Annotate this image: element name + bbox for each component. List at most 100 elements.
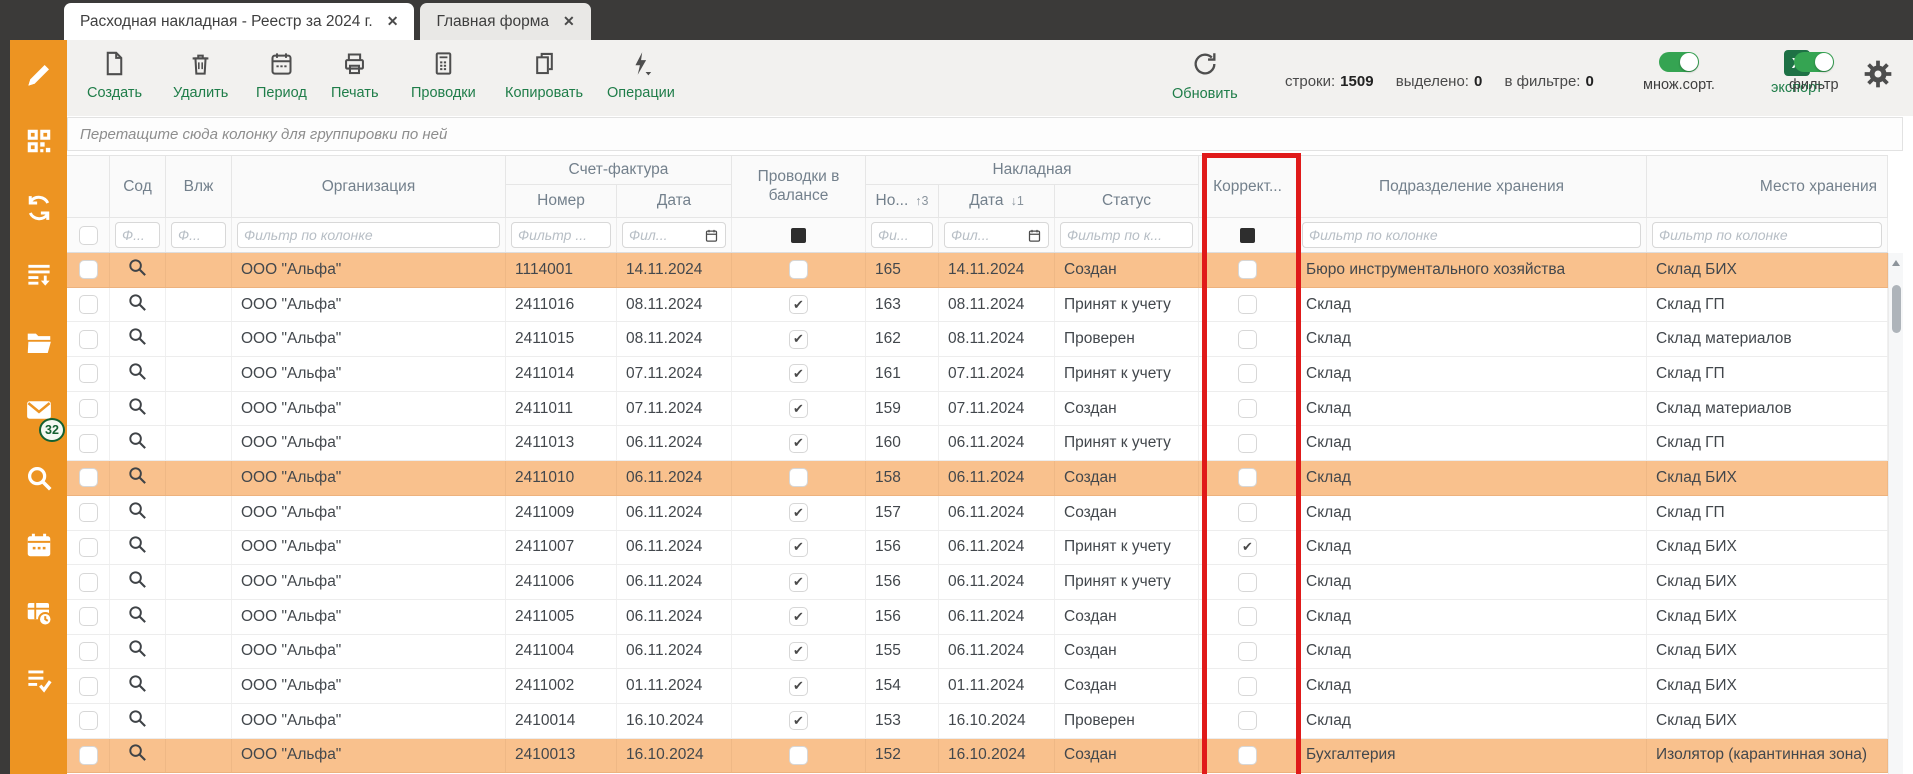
magnifier-icon[interactable]	[126, 568, 149, 596]
row-select-checkbox[interactable]	[78, 641, 98, 661]
header-invoice-date[interactable]: Дата	[617, 185, 732, 217]
scroll-up-icon[interactable]	[1892, 260, 1900, 266]
header-correction[interactable]: Коррект...	[1199, 156, 1297, 218]
table-row[interactable]: ООО "Альфа"241001416.10.202415316.10.202…	[67, 703, 1888, 739]
header-vlzh[interactable]: Влж	[166, 156, 232, 218]
correction-checkbox[interactable]	[1238, 399, 1257, 419]
sidebar-item-qr-code[interactable]	[10, 121, 67, 165]
posted-checkbox[interactable]	[789, 676, 808, 696]
row-select-checkbox[interactable]	[78, 468, 98, 488]
magnifier-icon[interactable]	[126, 707, 149, 735]
row-select-checkbox[interactable]	[78, 399, 98, 419]
posted-checkbox[interactable]	[789, 468, 808, 488]
magnifier-icon[interactable]	[126, 464, 149, 492]
table-row[interactable]: ООО "Альфа" 2410013 16.10.2024 152 16.10.202…	[67, 738, 1888, 774]
correction-checkbox[interactable]	[1238, 260, 1257, 280]
filter-vlzh-input[interactable]	[178, 227, 219, 243]
magnifier-icon[interactable]	[126, 637, 149, 665]
correction-checkbox[interactable]	[1238, 676, 1257, 696]
close-icon[interactable]: ✕	[563, 13, 575, 29]
correction-checkbox[interactable]	[1238, 607, 1257, 627]
table-row[interactable]: ООО "Альфа"241100201.11.202415401.11.202…	[67, 669, 1888, 704]
filter-invoice-number-input[interactable]	[518, 227, 604, 243]
magnifier-icon[interactable]	[126, 325, 149, 353]
correction-checkbox[interactable]	[1238, 711, 1257, 731]
table-row[interactable]: ООО "Альфа" 2411010 06.11.2024 158 06.11.202…	[67, 461, 1888, 496]
table-row[interactable]: ООО "Альфа"241101608.11.202416308.11.202…	[67, 287, 1888, 323]
sidebar-item-search[interactable]	[10, 458, 67, 502]
row-select-checkbox[interactable]	[78, 503, 98, 523]
copy-button[interactable]: Копировать	[505, 50, 583, 101]
sidebar-item-mail[interactable]: 32	[10, 390, 67, 442]
filter-waybill-number-input[interactable]	[878, 227, 926, 243]
vertical-scrollbar[interactable]	[1888, 253, 1903, 774]
sidebar-item-pencil[interactable]	[10, 55, 67, 99]
posted-filter-checkbox[interactable]	[791, 227, 806, 243]
header-department[interactable]: Подразделение хранения	[1297, 156, 1647, 218]
select-all-checkbox[interactable]	[78, 225, 98, 245]
filter-department-input[interactable]	[1309, 227, 1634, 243]
posted-checkbox[interactable]	[789, 399, 808, 419]
header-invoice-number[interactable]: Номер	[506, 185, 617, 217]
print-button[interactable]: Печать	[331, 50, 379, 101]
posted-checkbox[interactable]	[789, 364, 808, 384]
header-organization[interactable]: Организация	[232, 156, 506, 218]
magnifier-icon[interactable]	[126, 741, 149, 769]
correction-checkbox[interactable]	[1238, 572, 1257, 592]
period-button[interactable]: Период	[256, 50, 307, 101]
correction-checkbox[interactable]	[1238, 537, 1257, 557]
delete-button[interactable]: Удалить	[173, 50, 228, 101]
row-select-checkbox[interactable]	[78, 295, 98, 315]
correction-filter-checkbox[interactable]	[1240, 227, 1255, 243]
filter-toggle[interactable]	[1793, 52, 1834, 72]
magnifier-icon[interactable]	[126, 360, 149, 388]
operations-button[interactable]: Операции	[607, 50, 675, 101]
filter-status-input[interactable]	[1067, 227, 1186, 243]
filter-invoice-date-input[interactable]	[629, 227, 704, 243]
table-row[interactable]: ООО "Альфа"241101107.11.202415907.11.202…	[67, 391, 1888, 427]
row-select-checkbox[interactable]	[78, 676, 98, 696]
table-row[interactable]: ООО "Альфа" 1114001 14.11.2024 165 14.11.202…	[67, 253, 1888, 288]
row-select-checkbox[interactable]	[78, 537, 98, 557]
posted-checkbox[interactable]	[789, 641, 808, 661]
posted-checkbox[interactable]	[789, 503, 808, 523]
header-status[interactable]: Статус	[1055, 185, 1199, 217]
tab-main-form[interactable]: Главная форма ✕	[420, 3, 591, 40]
magnifier-icon[interactable]	[126, 256, 149, 284]
correction-checkbox[interactable]	[1238, 329, 1257, 349]
correction-checkbox[interactable]	[1238, 503, 1257, 523]
filter-organization-input[interactable]	[244, 227, 493, 243]
header-waybill-date[interactable]: Дата ↓1	[939, 185, 1055, 217]
posted-checkbox[interactable]	[789, 329, 808, 349]
scrollbar-thumb[interactable]	[1892, 285, 1901, 333]
sidebar-item-print-queue[interactable]	[10, 255, 67, 299]
correction-checkbox[interactable]	[1238, 468, 1257, 488]
posted-checkbox[interactable]	[789, 572, 808, 592]
row-select-checkbox[interactable]	[78, 364, 98, 384]
posted-checkbox[interactable]	[789, 260, 808, 280]
correction-checkbox[interactable]	[1238, 745, 1257, 765]
row-select-checkbox[interactable]	[78, 433, 98, 453]
magnifier-icon[interactable]	[126, 291, 149, 319]
posted-checkbox[interactable]	[789, 745, 808, 765]
sidebar-item-sync[interactable]	[10, 188, 67, 232]
filter-sod-input[interactable]	[122, 227, 153, 243]
multisort-toggle[interactable]	[1658, 52, 1699, 72]
table-row[interactable]: ООО "Альфа"241101407.11.202416107.11.202…	[67, 357, 1888, 392]
row-select-checkbox[interactable]	[78, 711, 98, 731]
table-row[interactable]: ООО "Альфа"241101306.11.202416006.11.202…	[67, 426, 1888, 462]
sidebar-item-report-table[interactable]	[10, 593, 67, 637]
table-row[interactable]: ООО "Альфа"241100406.11.202415506.11.202…	[67, 634, 1888, 670]
correction-checkbox[interactable]	[1238, 295, 1257, 315]
header-sod[interactable]: Сод	[110, 156, 166, 218]
create-button[interactable]: Создать	[87, 50, 142, 101]
header-waybill-number[interactable]: Но... ↑3	[866, 185, 939, 217]
table-row[interactable]: ООО "Альфа"241100706.11.202415606.11.202…	[67, 530, 1888, 566]
posted-checkbox[interactable]	[789, 537, 808, 557]
sidebar-item-calendar[interactable]	[10, 525, 67, 569]
posted-checkbox[interactable]	[789, 607, 808, 627]
magnifier-icon[interactable]	[126, 672, 149, 700]
sidebar-item-tasks-check[interactable]	[10, 660, 67, 704]
magnifier-icon[interactable]	[126, 395, 149, 423]
sidebar-item-folder[interactable]	[10, 323, 67, 367]
